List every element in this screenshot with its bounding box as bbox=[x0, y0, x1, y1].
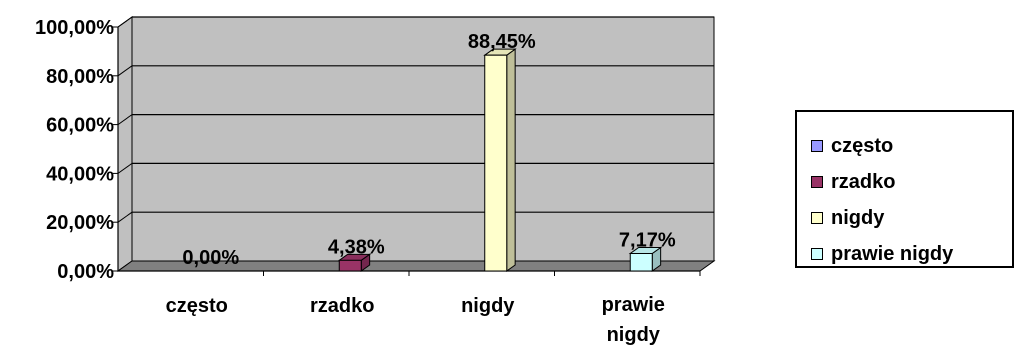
data-label: 7,17% bbox=[619, 230, 676, 252]
bar bbox=[484, 54, 508, 272]
bar bbox=[629, 253, 653, 272]
gridline-side bbox=[117, 16, 133, 28]
legend-item-prawie-nigdy: prawie nigdy bbox=[811, 242, 953, 266]
x-tick-label: nigdy bbox=[461, 295, 515, 317]
y-tick-label: 40,00% bbox=[46, 163, 114, 185]
data-label: 88,45% bbox=[468, 31, 536, 53]
data-label: 0,00% bbox=[182, 247, 239, 269]
bar bbox=[338, 259, 362, 272]
gridline-side bbox=[117, 114, 133, 126]
legend-item-rzadko: rzadko bbox=[811, 170, 895, 194]
plot-back-wall bbox=[131, 16, 715, 262]
y-tick-label: 60,00% bbox=[46, 115, 114, 137]
legend-swatch-prawie-nigdy bbox=[811, 248, 823, 260]
y-tick-label: 0,00% bbox=[57, 261, 114, 283]
y-tick-label: 20,00% bbox=[46, 212, 114, 234]
legend-label-rzadko: rzadko bbox=[831, 170, 896, 193]
gridline-side bbox=[117, 65, 133, 77]
x-tick-label: rzadko bbox=[310, 295, 374, 317]
data-label: 4,38% bbox=[328, 236, 385, 258]
legend-item-nigdy: nigdy bbox=[811, 206, 884, 230]
legend-label-prawie-nigdy: prawie nigdy bbox=[831, 242, 954, 265]
bar-side bbox=[506, 48, 516, 272]
legend-swatch-nigdy bbox=[811, 212, 823, 224]
gridline-side bbox=[117, 162, 133, 174]
legend-swatch-rzadko bbox=[811, 176, 823, 188]
x-tick-label: prawie nigdy bbox=[602, 294, 665, 346]
plot-side-wall bbox=[117, 16, 133, 272]
y-tick-label: 80,00% bbox=[46, 66, 114, 88]
x-tick-label: często bbox=[166, 295, 228, 317]
legend: często rzadko nigdy prawie nigdy bbox=[795, 110, 1014, 268]
gridline-side bbox=[117, 211, 133, 223]
legend-swatch-czesto bbox=[811, 140, 823, 152]
legend-item-czesto: często bbox=[811, 134, 893, 158]
legend-label-nigdy: nigdy bbox=[831, 206, 885, 229]
legend-label-czesto: często bbox=[831, 134, 894, 157]
y-tick-label: 100,00% bbox=[35, 17, 114, 39]
